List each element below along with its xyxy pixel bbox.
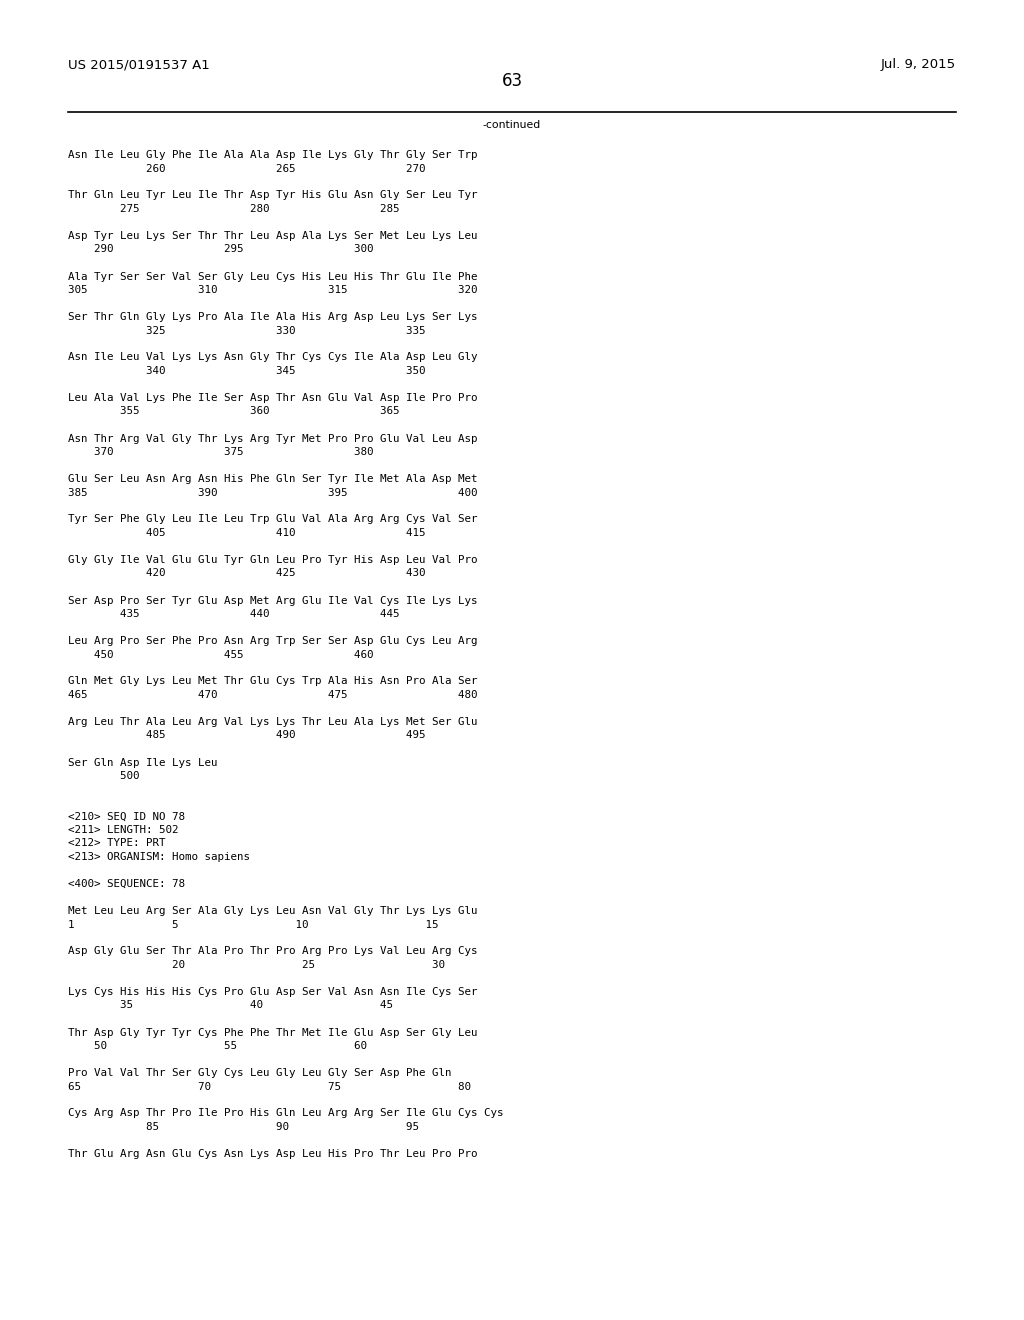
Text: <211> LENGTH: 502: <211> LENGTH: 502 [68,825,178,836]
Text: Leu Arg Pro Ser Phe Pro Asn Arg Trp Ser Ser Asp Glu Cys Leu Arg: Leu Arg Pro Ser Phe Pro Asn Arg Trp Ser … [68,636,477,645]
Text: 20                  25                  30: 20 25 30 [68,960,445,970]
Text: Asp Tyr Leu Lys Ser Thr Thr Leu Asp Ala Lys Ser Met Leu Lys Leu: Asp Tyr Leu Lys Ser Thr Thr Leu Asp Ala … [68,231,477,242]
Text: 405                 410                 415: 405 410 415 [68,528,426,539]
Text: 290                 295                 300: 290 295 300 [68,244,374,255]
Text: <213> ORGANISM: Homo sapiens: <213> ORGANISM: Homo sapiens [68,851,250,862]
Text: Asn Thr Arg Val Gly Thr Lys Arg Tyr Met Pro Pro Glu Val Leu Asp: Asn Thr Arg Val Gly Thr Lys Arg Tyr Met … [68,433,477,444]
Text: 1               5                  10                  15: 1 5 10 15 [68,920,438,929]
Text: Gly Gly Ile Val Glu Glu Tyr Gln Leu Pro Tyr His Asp Leu Val Pro: Gly Gly Ile Val Glu Glu Tyr Gln Leu Pro … [68,554,477,565]
Text: 340                 345                 350: 340 345 350 [68,366,426,376]
Text: Gln Met Gly Lys Leu Met Thr Glu Cys Trp Ala His Asn Pro Ala Ser: Gln Met Gly Lys Leu Met Thr Glu Cys Trp … [68,676,477,686]
Text: 450                 455                 460: 450 455 460 [68,649,374,660]
Text: 305                 310                 315                 320: 305 310 315 320 [68,285,477,294]
Text: Pro Val Val Thr Ser Gly Cys Leu Gly Leu Gly Ser Asp Phe Gln: Pro Val Val Thr Ser Gly Cys Leu Gly Leu … [68,1068,452,1078]
Text: Thr Asp Gly Tyr Tyr Cys Phe Phe Thr Met Ile Glu Asp Ser Gly Leu: Thr Asp Gly Tyr Tyr Cys Phe Phe Thr Met … [68,1027,477,1038]
Text: Arg Leu Thr Ala Leu Arg Val Lys Lys Thr Leu Ala Lys Met Ser Glu: Arg Leu Thr Ala Leu Arg Val Lys Lys Thr … [68,717,477,727]
Text: 63: 63 [502,73,522,90]
Text: Lys Cys His His His Cys Pro Glu Asp Ser Val Asn Asn Ile Cys Ser: Lys Cys His His His Cys Pro Glu Asp Ser … [68,987,477,997]
Text: Met Leu Leu Arg Ser Ala Gly Lys Leu Asn Val Gly Thr Lys Lys Glu: Met Leu Leu Arg Ser Ala Gly Lys Leu Asn … [68,906,477,916]
Text: Cys Arg Asp Thr Pro Ile Pro His Gln Leu Arg Arg Ser Ile Glu Cys Cys: Cys Arg Asp Thr Pro Ile Pro His Gln Leu … [68,1109,504,1118]
Text: 260                 265                 270: 260 265 270 [68,164,426,173]
Text: -continued: -continued [483,120,541,129]
Text: Ser Asp Pro Ser Tyr Glu Asp Met Arg Glu Ile Val Cys Ile Lys Lys: Ser Asp Pro Ser Tyr Glu Asp Met Arg Glu … [68,595,477,606]
Text: 435                 440                 445: 435 440 445 [68,609,399,619]
Text: Leu Ala Val Lys Phe Ile Ser Asp Thr Asn Glu Val Asp Ile Pro Pro: Leu Ala Val Lys Phe Ile Ser Asp Thr Asn … [68,393,477,403]
Text: Thr Gln Leu Tyr Leu Ile Thr Asp Tyr His Glu Asn Gly Ser Leu Tyr: Thr Gln Leu Tyr Leu Ile Thr Asp Tyr His … [68,190,477,201]
Text: 465                 470                 475                 480: 465 470 475 480 [68,690,477,700]
Text: 85                  90                  95: 85 90 95 [68,1122,419,1133]
Text: 325                 330                 335: 325 330 335 [68,326,426,335]
Text: <400> SEQUENCE: 78: <400> SEQUENCE: 78 [68,879,185,888]
Text: 385                 390                 395                 400: 385 390 395 400 [68,487,477,498]
Text: <210> SEQ ID NO 78: <210> SEQ ID NO 78 [68,812,185,821]
Text: 35                  40                  45: 35 40 45 [68,1001,393,1011]
Text: Tyr Ser Phe Gly Leu Ile Leu Trp Glu Val Ala Arg Arg Cys Val Ser: Tyr Ser Phe Gly Leu Ile Leu Trp Glu Val … [68,515,477,524]
Text: 65                  70                  75                  80: 65 70 75 80 [68,1081,471,1092]
Text: Ala Tyr Ser Ser Val Ser Gly Leu Cys His Leu His Thr Glu Ile Phe: Ala Tyr Ser Ser Val Ser Gly Leu Cys His … [68,272,477,281]
Text: 485                 490                 495: 485 490 495 [68,730,426,741]
Text: 275                 280                 285: 275 280 285 [68,205,399,214]
Text: Thr Glu Arg Asn Glu Cys Asn Lys Asp Leu His Pro Thr Leu Pro Pro: Thr Glu Arg Asn Glu Cys Asn Lys Asp Leu … [68,1148,477,1159]
Text: <212> TYPE: PRT: <212> TYPE: PRT [68,838,166,849]
Text: 370                 375                 380: 370 375 380 [68,447,374,457]
Text: Ser Thr Gln Gly Lys Pro Ala Ile Ala His Arg Asp Leu Lys Ser Lys: Ser Thr Gln Gly Lys Pro Ala Ile Ala His … [68,312,477,322]
Text: Jul. 9, 2015: Jul. 9, 2015 [881,58,956,71]
Text: US 2015/0191537 A1: US 2015/0191537 A1 [68,58,210,71]
Text: 500: 500 [68,771,139,781]
Text: Asn Ile Leu Val Lys Lys Asn Gly Thr Cys Cys Ile Ala Asp Leu Gly: Asn Ile Leu Val Lys Lys Asn Gly Thr Cys … [68,352,477,363]
Text: 355                 360                 365: 355 360 365 [68,407,399,417]
Text: 50                  55                  60: 50 55 60 [68,1041,367,1051]
Text: Asn Ile Leu Gly Phe Ile Ala Ala Asp Ile Lys Gly Thr Gly Ser Trp: Asn Ile Leu Gly Phe Ile Ala Ala Asp Ile … [68,150,477,160]
Text: Ser Gln Asp Ile Lys Leu: Ser Gln Asp Ile Lys Leu [68,758,217,767]
Text: Glu Ser Leu Asn Arg Asn His Phe Gln Ser Tyr Ile Met Ala Asp Met: Glu Ser Leu Asn Arg Asn His Phe Gln Ser … [68,474,477,484]
Text: 420                 425                 430: 420 425 430 [68,569,426,578]
Text: Asp Gly Glu Ser Thr Ala Pro Thr Pro Arg Pro Lys Val Leu Arg Cys: Asp Gly Glu Ser Thr Ala Pro Thr Pro Arg … [68,946,477,957]
